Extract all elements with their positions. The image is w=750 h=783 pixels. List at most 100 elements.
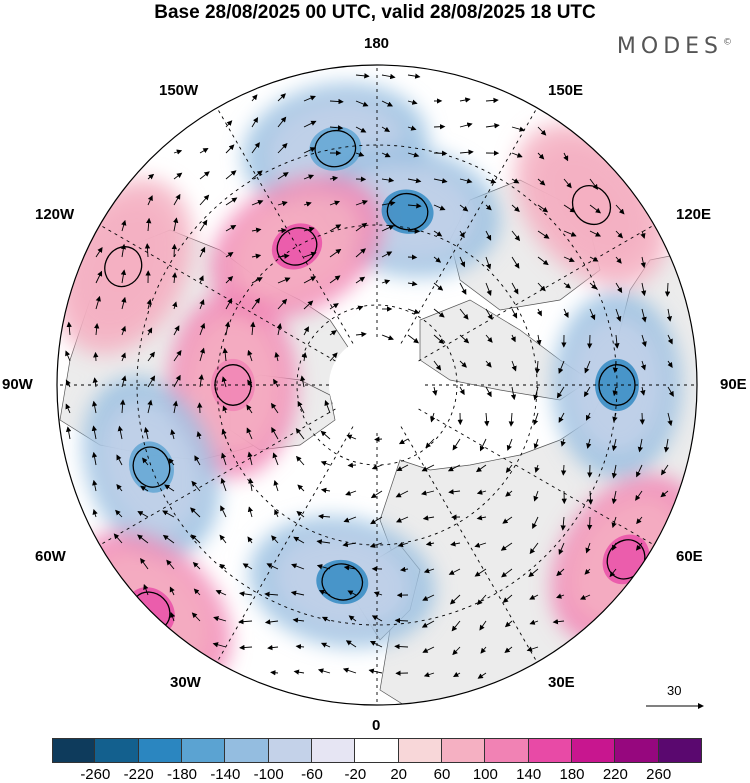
wind-vector — [504, 620, 513, 628]
wind-vector — [407, 73, 421, 79]
wind-vector — [368, 668, 383, 674]
wind-vector — [247, 379, 253, 388]
wind-vector — [505, 490, 513, 497]
graticule — [57, 65, 697, 705]
wind-vector — [589, 282, 597, 290]
wind-vector — [459, 204, 469, 212]
wind-vector — [347, 462, 357, 468]
legend-swatch — [485, 738, 529, 763]
wind-vector — [425, 438, 435, 449]
wind-vector — [433, 282, 444, 291]
wind-vector — [140, 485, 149, 492]
wind-vector — [251, 94, 258, 102]
wind-vector — [511, 230, 521, 242]
legend-tick-label: 60 — [433, 766, 451, 783]
wind-vector — [529, 594, 539, 600]
wind-vector — [477, 594, 487, 606]
legend-tick-label: 220 — [602, 766, 628, 783]
wind-vector — [485, 308, 493, 320]
legend-swatch — [182, 738, 226, 763]
wind-vector — [395, 490, 409, 498]
wind-vector — [348, 615, 357, 622]
wind-vector — [433, 256, 442, 263]
wind-vector — [215, 590, 227, 596]
wind-vector — [450, 541, 461, 547]
wind-vector — [221, 376, 227, 388]
wind-vector — [171, 243, 178, 258]
wind-vector — [579, 594, 591, 600]
legend-tick-label: 260 — [646, 766, 672, 783]
wind-vector — [589, 178, 599, 190]
wind-vector — [147, 351, 155, 362]
wind-vector — [474, 542, 487, 548]
wind-vector — [121, 219, 127, 232]
wind-vector — [164, 484, 175, 492]
wind-vector — [508, 412, 515, 427]
wind-vector — [477, 672, 487, 679]
meridian-line — [418, 224, 655, 362]
wind-vector — [421, 490, 435, 496]
wind-vector — [369, 542, 383, 548]
wind-vector — [142, 457, 149, 466]
wind-vector — [537, 230, 550, 239]
wind-vector — [271, 535, 279, 544]
wind-vector — [121, 375, 127, 388]
legend-swatch — [312, 738, 356, 763]
wind-vector — [146, 217, 152, 232]
wind-vector — [407, 203, 422, 209]
wind-vector — [320, 487, 331, 494]
wind-vector — [556, 593, 565, 599]
wind-vector — [355, 222, 368, 232]
legend-swatch — [398, 738, 442, 763]
wind-vector — [501, 568, 513, 578]
wind-vector — [534, 360, 541, 374]
wind-vector — [459, 282, 467, 295]
wind-vector — [511, 178, 520, 184]
legend-tick-label: 180 — [559, 766, 585, 783]
wind-vector — [270, 402, 279, 414]
wind-vector — [316, 564, 331, 570]
meridian-line — [400, 107, 538, 344]
lon-label-90e: 90E — [720, 376, 747, 393]
wind-vector — [537, 178, 546, 186]
wind-vector — [320, 642, 331, 648]
wind-vector — [433, 230, 443, 237]
wind-vector — [300, 375, 306, 388]
wind-vector — [537, 256, 549, 266]
wind-vector — [199, 246, 206, 258]
wind-vector — [121, 296, 127, 310]
wind-vector — [355, 100, 369, 107]
wind-vector — [396, 464, 409, 472]
wind-vector — [345, 640, 357, 648]
wind-vector — [277, 93, 286, 102]
wind-vector — [422, 646, 435, 653]
wind-vector — [303, 300, 314, 310]
wind-vector — [452, 646, 461, 656]
wind-vector — [552, 619, 565, 625]
wind-vector — [95, 246, 103, 258]
wind-vector — [91, 425, 98, 440]
wind-vector — [641, 308, 647, 323]
wind-vector — [276, 323, 283, 336]
wind-vector — [355, 73, 370, 79]
wind-vector — [615, 230, 624, 239]
wind-vector — [65, 379, 71, 388]
wind-vector — [636, 516, 643, 525]
wind-vector — [528, 568, 539, 578]
wind-vector — [147, 375, 156, 388]
wind-vector — [346, 434, 357, 440]
wind-vector — [91, 451, 98, 466]
wind-vector — [529, 542, 539, 555]
wind-vector — [611, 490, 617, 505]
legend-frame — [52, 738, 702, 763]
wind-vector — [303, 276, 317, 284]
wind-vector — [225, 225, 237, 232]
wind-vector — [65, 426, 72, 440]
wind-vector — [459, 178, 473, 184]
wind-vector — [505, 464, 513, 474]
wind-vector — [316, 539, 331, 545]
legend-swatch — [268, 738, 312, 763]
wind-vector — [320, 430, 331, 440]
wind-vector — [381, 279, 391, 285]
